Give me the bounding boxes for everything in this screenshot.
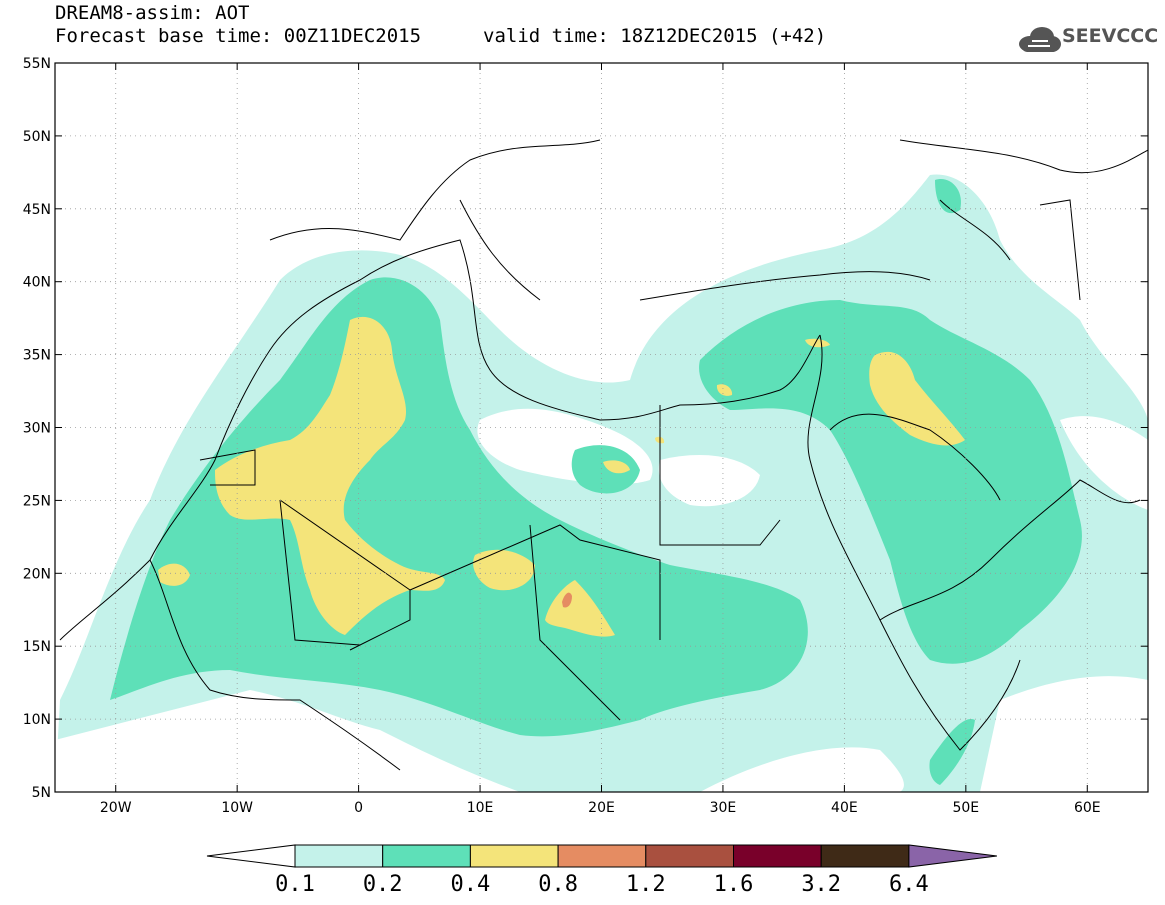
colorbar-label: 6.4 — [889, 872, 929, 897]
lon-tick-label: 10E — [467, 800, 494, 816]
aot-contour-0-2 — [110, 179, 1082, 785]
colorbar-swatch — [382, 844, 471, 868]
cloud-icon — [1019, 27, 1061, 52]
lat-tick-label: 20N — [23, 566, 51, 582]
colorbar-label: 0.1 — [275, 872, 315, 897]
lon-tick-label: 20W — [100, 800, 132, 816]
logo-text: SEEVCCC — [1062, 25, 1159, 47]
colorbar-swatch — [733, 844, 822, 868]
colorbar-swatch — [469, 844, 559, 868]
lat-tick-label: 40N — [23, 275, 51, 291]
colorbar-arrow-low — [206, 844, 296, 868]
lat-tick-label: 35N — [23, 348, 51, 364]
lon-tick-label: 20E — [588, 800, 615, 816]
lon-tick-label: 50E — [952, 800, 979, 816]
lat-tick-label: 45N — [23, 202, 51, 218]
colorbar-label: 1.2 — [626, 872, 666, 897]
aot-contour-0-4 — [158, 316, 965, 637]
lon-tick-label: 0 — [354, 800, 363, 816]
colorbar-arrow-high — [908, 844, 997, 868]
valid-time: valid time: 18Z12DEC2015 (+42) — [483, 25, 827, 47]
lat-tick-label: 30N — [23, 421, 51, 437]
colorbar-label: 1.6 — [714, 872, 754, 897]
colorbar-label: 0.4 — [451, 872, 491, 897]
lon-tick-label: 40E — [831, 800, 858, 816]
colorbar-label: 0.2 — [363, 872, 403, 897]
lon-tick-label: 30E — [710, 800, 737, 816]
lat-tick-label: 5N — [32, 785, 51, 801]
coastlines — [59, 139, 1148, 771]
lat-tick-label: 10N — [23, 712, 51, 728]
aot-contour-0-8 — [562, 592, 572, 608]
lat-tick-label: 15N — [23, 639, 51, 655]
colorbar-swatch — [820, 844, 910, 868]
colorbar-swatch — [645, 844, 734, 868]
lat-tick-label: 25N — [23, 493, 51, 509]
colorbar-swatch — [294, 844, 384, 868]
lat-tick-label: 55N — [23, 56, 51, 72]
axis-ticks: 55N 50N 45N 40N 35N 30N 25N 20N 15N 10N 5N 20W 10W 0 1… — [23, 56, 1148, 816]
map-area — [55, 63, 1148, 792]
colorbar-swatch — [557, 844, 647, 868]
colorbar: 0.1 0.2 0.4 0.8 1.2 1.6 3.2 6.4 — [206, 844, 997, 897]
lat-tick-label: 50N — [23, 129, 51, 145]
forecast-base-time: Forecast base time: 00Z11DEC2015 — [55, 25, 422, 47]
map-title: DREAM8-assim: AOT — [55, 2, 250, 24]
lon-tick-label: 60E — [1074, 800, 1101, 816]
colorbar-label: 3.2 — [801, 872, 841, 897]
lon-tick-label: 10W — [221, 800, 253, 816]
map-grid — [55, 63, 1148, 792]
aot-low-regions — [55, 63, 1148, 792]
colorbar-label: 0.8 — [538, 872, 578, 897]
